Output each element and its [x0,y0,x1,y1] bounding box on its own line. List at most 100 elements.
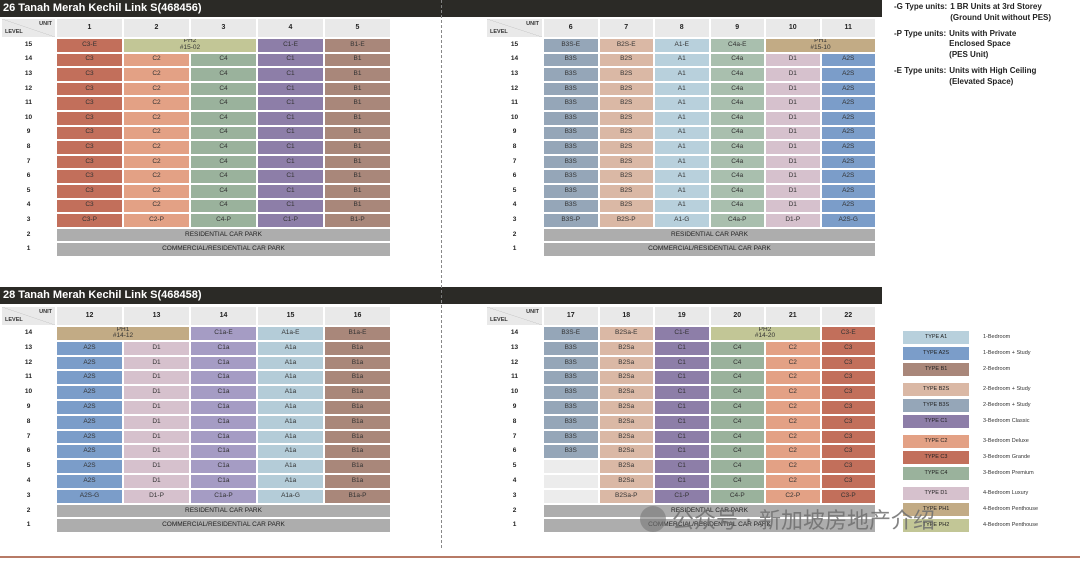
level-number: 3 [512,216,517,224]
unit-cell: D1 [766,82,820,96]
unit-cell: D1 [124,460,189,473]
level-number: 7 [26,157,31,165]
unit-number-header: 17 [544,307,598,325]
unit-label: UNIT [526,309,539,315]
level-number: 10 [510,113,519,121]
unit-cell: C4a-P [710,214,764,227]
legend-row: TYPE C3 3-Bedroom Grande [903,450,1073,464]
unit-cell: B1 [325,199,390,213]
car-park-cell: RESIDENTIAL CAR PARK [57,228,390,242]
unit-cell: B1 [325,141,390,154]
unit-cell: D1 [766,53,820,67]
unit-cell: C3-E [57,39,122,52]
unit-cell: C3-P [57,214,122,227]
level-number: 1 [512,245,517,253]
note-value: 1 BR Units at 3rd Storey (Ground Unit wi… [950,2,1052,22]
unit-cell: C1a-E [191,327,256,340]
unit-label: UNIT [526,21,539,27]
unit-cell: C4a [710,170,764,183]
unit-cell: B2Sa [599,415,653,429]
level-number: 1 [26,521,31,529]
unit-cell: A1a [258,430,323,444]
legend-group: TYPE D1 4-Bedroom Luxury TYPE PH1 4-Bedroom… [903,486,1073,532]
legend-row: TYPE B2S 2-Bedroom + Study [903,382,1073,396]
unit-cell: C2 [124,126,189,140]
unit-cell: A1 [655,184,709,198]
unit-cell: D1 [124,371,189,385]
legend-description: 3-Bedroom Premium [983,470,1034,476]
unit-cell: C1-P [655,489,709,503]
level-number: 5 [512,462,517,470]
level-number: 10 [24,113,33,121]
level-number: 14 [510,328,519,336]
unit-cell: B1a [325,400,390,414]
unit-cell: A1a [258,341,323,355]
legend-description: 1-Bedroom [983,334,1011,340]
unit-cell: A2S [821,53,875,67]
unit-cell: C1a [191,356,256,370]
unit-cell: C3 [57,199,122,213]
unit-cell: C1 [655,371,709,385]
unit-cell: A2S [57,400,122,414]
unit-cell: D1 [766,199,820,213]
unit-cell: B1a-P [325,489,390,503]
unit-cell: A1a-E [258,327,323,340]
car-park-cell: COMMERCIAL/RESIDENTIAL CAR PARK [57,243,390,256]
level-number: 2 [512,230,517,238]
unit-cell: C4a [710,82,764,96]
legend-swatch: TYPE D1 [903,486,969,500]
unit-cell: C2-P [766,489,820,503]
unit-cell: B3S [544,199,598,213]
unit-type-notes: -G Type units: 1 BR Units at 3rd Storey (… [894,2,1080,93]
unit-cell: B2S-P [599,214,653,227]
unit-cell: C4 [710,460,764,473]
empty-cell [544,489,598,503]
unit-number-header: 13 [124,307,189,325]
unit-cell: B1a [325,460,390,473]
car-park-cell: RESIDENTIAL CAR PARK [57,504,390,518]
unit-cell: B2Sa-E [599,327,653,340]
unit-cell: B3S-P [544,214,598,227]
unit-cell: C1a [191,474,256,488]
unit-cell: B3S [544,386,598,399]
block-separator [441,0,442,548]
unit-number-header: 7 [599,19,653,37]
unit-cell: C2 [766,474,820,488]
unit-cell: B1 [325,170,390,183]
unit-cell: B2Sa [599,460,653,473]
unit-cell: B2Sa [599,400,653,414]
note-key: -E Type units: [894,65,947,75]
unit-cell: A2S [821,199,875,213]
unit-cell: B3S [544,111,598,125]
unit-cell: A1 [655,170,709,183]
unit-number-header: 11 [821,19,875,37]
unit-cell: C4 [710,386,764,399]
unit-cell: A1 [655,141,709,154]
level-number: 5 [512,186,517,194]
unit-cell: B3S [544,170,598,183]
unit-cell: A1 [655,97,709,110]
unit-cell: D1 [766,184,820,198]
unit-cell: C2 [766,430,820,444]
level-number: 11 [25,99,32,107]
unit-cell: C3 [57,155,122,169]
level-number: 3 [26,491,31,499]
unit-cell: C2 [766,445,820,459]
level-number: 8 [512,143,517,151]
unit-cell: C1a [191,430,256,444]
wechat-icon [640,506,666,532]
unit-cell: C1 [655,445,709,459]
unit-cell: C2 [124,199,189,213]
unit-cell: A2S [821,82,875,96]
unit-cell: C2 [766,460,820,473]
unit-cell: C2 [124,155,189,169]
unit-cell: C3 [821,430,875,444]
legend-swatch: TYPE C1 [903,414,969,428]
unit-cell: C4 [191,141,256,154]
unit-cell: C1 [655,474,709,488]
unit-cell: C4 [191,82,256,96]
unit-cell: C1 [655,356,709,370]
unit-cell: D1 [124,474,189,488]
note-key: -G Type units: [894,2,948,11]
unit-cell: C4 [710,415,764,429]
